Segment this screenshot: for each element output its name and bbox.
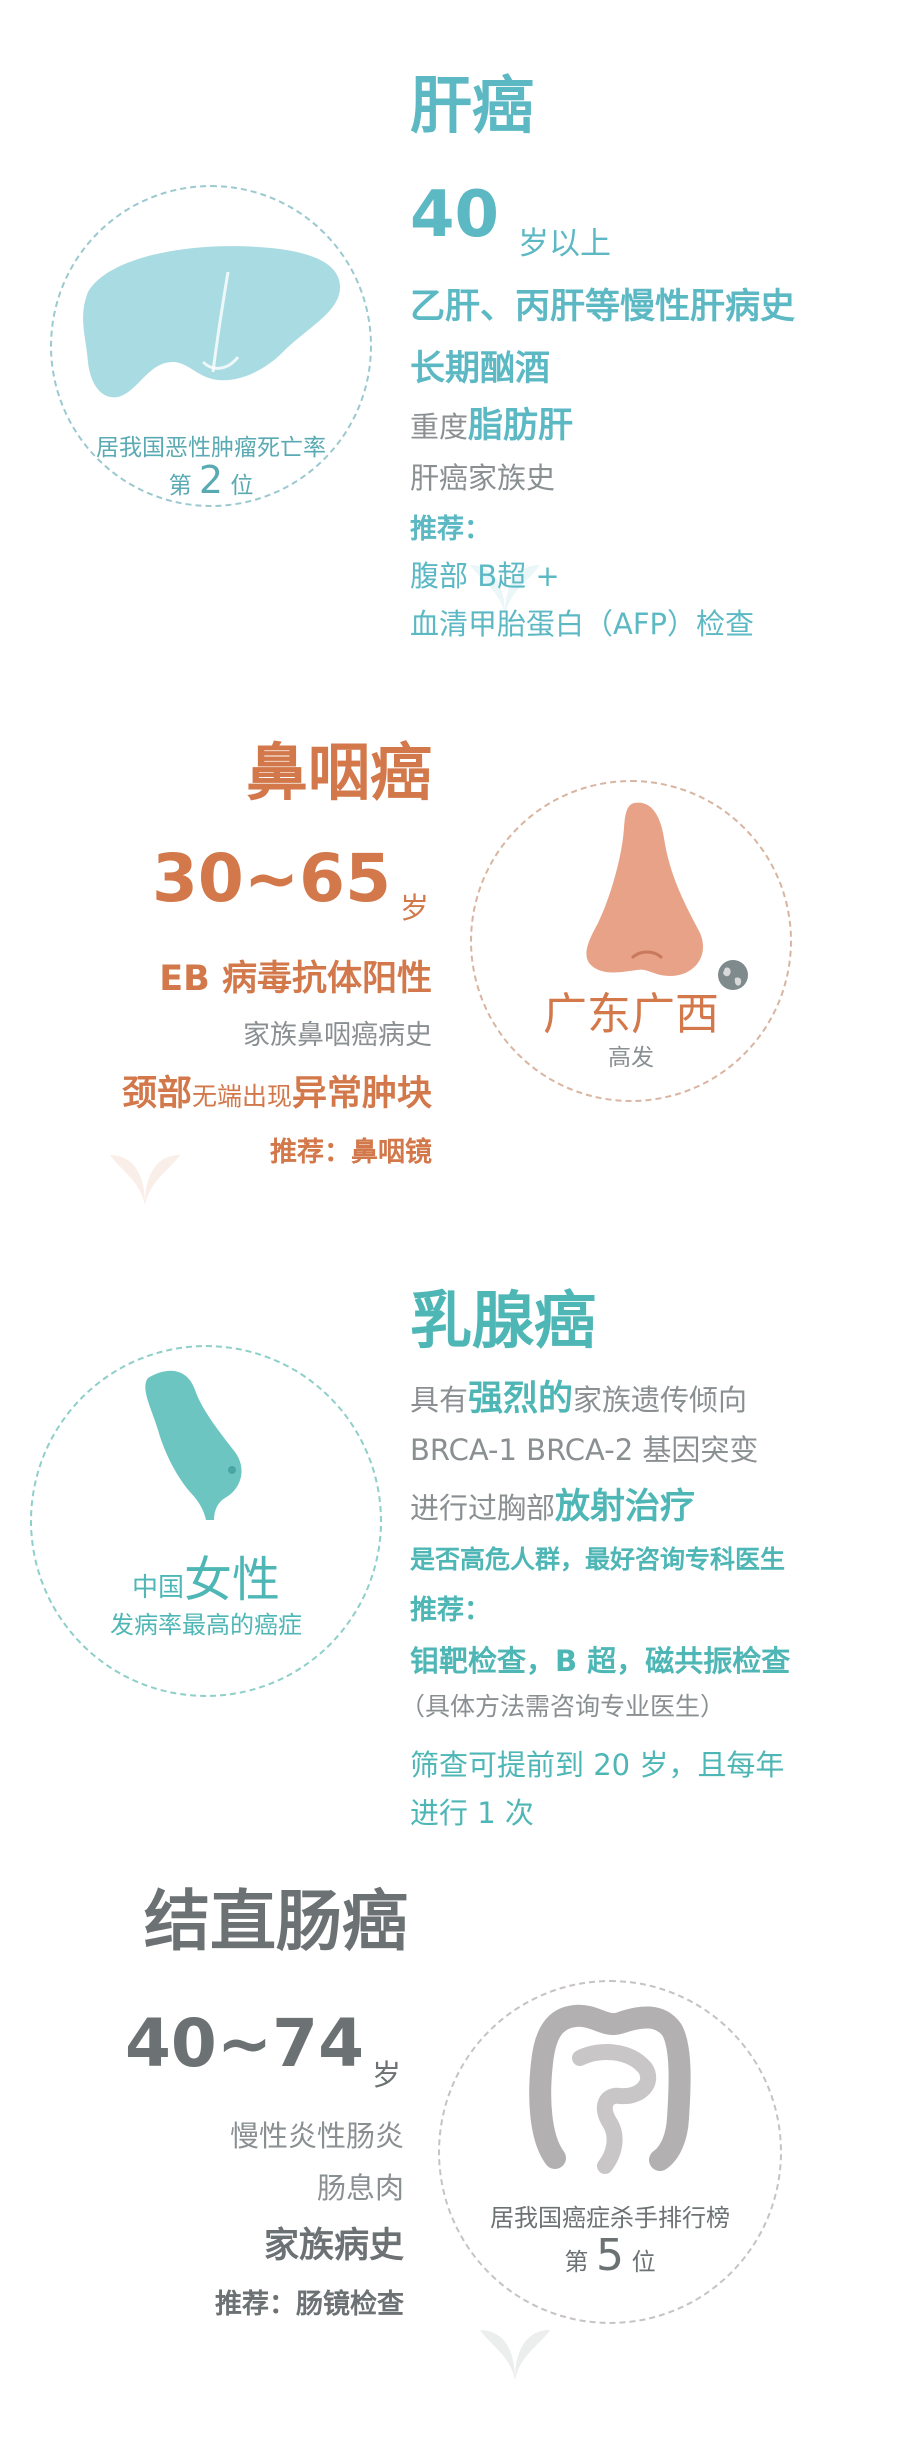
recommend-line-2: （具体方法需咨询专业医生） (400, 1692, 726, 1721)
intestine-icon (529, 2004, 691, 2174)
radiation-therapy: 放射治疗 (555, 1487, 696, 1527)
circle-female: 女性 (184, 1552, 281, 1608)
killer-rank-label: 居我国癌症杀手排行榜 (490, 2204, 730, 2232)
nose-icon (586, 802, 704, 976)
recommend-line-2: 血清甲胎蛋白（AFP）检查 (410, 607, 755, 641)
region-label: 广东广西 (543, 989, 719, 1040)
section-title: 乳腺癌 (410, 1284, 597, 1357)
risk-family-history: 家族鼻咽癌病史 (243, 1020, 432, 1051)
family-prefix: 具有 (410, 1383, 469, 1417)
section-breast-cancer: 乳腺癌 中国女性 发病率最高的癌症 具有强烈的家族遗传倾向 BRCA-1 BRC… (0, 1220, 900, 1830)
recommend-nasopharyngoscope: 推荐：鼻咽镜 (270, 1137, 432, 1168)
consult-doctor: 是否高危人群，最好咨询专科医生 (410, 1545, 786, 1574)
neck-lump: 异常肿块 (291, 1074, 432, 1114)
risk-alcohol: 长期酗酒 (410, 349, 551, 389)
rank-pre: 第 (168, 473, 192, 499)
info-circle (470, 780, 792, 1102)
family-suffix: 家族遗传倾向 (573, 1383, 748, 1417)
age-number: 40 (410, 178, 500, 252)
age-suffix: 岁 (400, 891, 430, 925)
section-liver-cancer: 肝癌 居我国恶性肿瘤死亡率 第 2 位 40 岁以上 乙肝、丙肝等慢性肝病史 长… (0, 0, 900, 660)
breast-icon (145, 1370, 242, 1520)
risk-polyp: 肠息肉 (316, 2171, 404, 2205)
age-number: 40~74 (125, 2005, 364, 2082)
brand-leaf-icon (110, 1155, 180, 1205)
rank-pre: 第 (564, 2248, 589, 2276)
age-number: 30~65 (152, 840, 391, 917)
brand-leaf-icon (470, 565, 540, 615)
info-circle (438, 1980, 782, 2324)
section-title: 鼻咽癌 (245, 736, 432, 809)
fatty-prefix: 重度 (410, 410, 469, 444)
section-title: 肝癌 (410, 69, 535, 142)
risk-ibd: 慢性炎性肠炎 (229, 2119, 404, 2153)
recommend-label: 推荐： (410, 514, 491, 545)
neck-middle: 无端出现 (191, 1082, 292, 1111)
mortality-label: 居我国恶性肿瘤死亡率 (96, 435, 326, 461)
rank-number: 2 (198, 458, 224, 502)
recommend-line-3: 筛查可提前到 20 岁，且每年 (410, 1748, 785, 1782)
age-suffix: 岁 (372, 2058, 402, 2092)
brca-mutation: BRCA-1 BRCA-2 基因突变 (410, 1433, 759, 1467)
family-strong: 强烈的 (468, 1379, 574, 1419)
rank-post: 位 (631, 2248, 656, 2276)
circle-country: 中国 (131, 1573, 184, 1603)
globe-icon (718, 960, 748, 990)
liver-icon (83, 246, 340, 398)
recommend-line-4: 进行 1 次 (410, 1796, 534, 1830)
radiation-prefix: 进行过胸部 (410, 1491, 556, 1525)
risk-chronic-hepatitis: 乙肝、丙肝等慢性肝病史 (410, 287, 796, 327)
rank-post: 位 (230, 473, 254, 499)
region-sub: 高发 (608, 1045, 654, 1071)
circle-incidence: 发病率最高的癌症 (110, 1611, 302, 1639)
recommend-label: 推荐： (410, 1595, 491, 1626)
section-title: 结直肠癌 (144, 1883, 408, 1960)
recommend-line-1: 钼靶检查，B 超，磁共振检查 (410, 1644, 791, 1678)
risk-family-history: 家族病史 (263, 2226, 404, 2266)
risk-eb-virus: EB 病毒抗体阳性 (159, 959, 432, 999)
recommend-line-1: 腹部 B超 + (410, 559, 560, 593)
fatty-liver: 脂肪肝 (468, 406, 574, 446)
info-circle (30, 1345, 382, 1697)
recommend-colonoscopy: 推荐：肠镜检查 (215, 2289, 404, 2320)
info-circle (50, 185, 372, 507)
rank-number: 5 (596, 2230, 624, 2281)
family-history: 肝癌家族史 (410, 461, 556, 495)
brand-leaf-icon (480, 2330, 550, 2380)
section-colorectal-cancer: 结直肠癌 40~74 岁 慢性炎性肠炎 肠息肉 家族病史 推荐：肠镜检查 居我国… (0, 1820, 900, 2444)
neck-label: 颈部 (121, 1074, 192, 1114)
section-nasopharyngeal-cancer: 鼻咽癌 30~65 岁 EB 病毒抗体阳性 家族鼻咽癌病史 颈部无端出现异常肿块… (0, 660, 900, 1220)
age-suffix: 岁以上 (518, 226, 611, 262)
